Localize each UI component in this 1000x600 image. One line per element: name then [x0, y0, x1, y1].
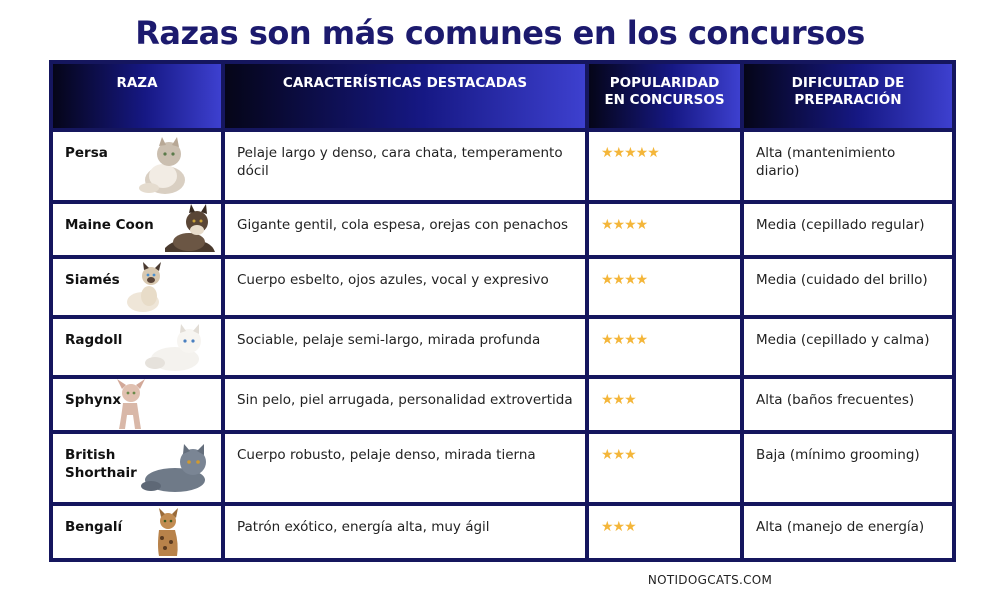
header-popularity: POPULARIDAD EN CONCURSOS — [589, 64, 740, 128]
header-breed: RAZA — [53, 64, 221, 128]
star-rating-icon: ★★★★ — [601, 217, 648, 233]
persian-cat-photo — [139, 137, 185, 194]
table-row-features: Cuerpo robusto, pelaje denso, mirada tie… — [225, 434, 585, 502]
table-row-features: Sociable, pelaje semi-largo, mirada prof… — [225, 319, 585, 375]
breeds-table: RAZA CARACTERÍSTICAS DESTACADAS POPULARI… — [49, 60, 956, 562]
ragdoll-cat-photo — [145, 324, 201, 371]
table-row-breed: Ragdoll — [53, 319, 221, 375]
page-title: Razas son más comunes en los concursos — [135, 14, 865, 52]
table-row-breed: Sphynx — [53, 379, 221, 430]
star-rating-icon: ★★★★ — [601, 332, 648, 348]
star-rating-icon: ★★★★★ — [601, 145, 660, 161]
table-row-features: Patrón exótico, energía alta, muy ágil — [225, 506, 585, 558]
table-row-difficulty: Alta (mantenimiento diario) — [744, 132, 952, 200]
table-row-breed: British Shorthair — [53, 434, 221, 502]
table-row-popularity: ★★★ — [589, 434, 740, 502]
star-rating-icon: ★★★ — [601, 519, 637, 535]
table-row-features: Gigante gentil, cola espesa, orejas con … — [225, 204, 585, 255]
breed-name: Ragdoll — [65, 332, 123, 348]
header-features: CARACTERÍSTICAS DESTACADAS — [225, 64, 585, 128]
star-rating-icon: ★★★★ — [601, 272, 648, 288]
table-row-breed: Maine Coon — [53, 204, 221, 255]
table-row-difficulty: Alta (manejo de energía) — [744, 506, 952, 558]
table-row-features: Cuerpo esbelto, ojos azules, vocal y exp… — [225, 259, 585, 315]
header-difficulty: DIFICULTAD DE PREPARACIÓN — [744, 64, 952, 128]
table-row-difficulty: Media (cuidado del brillo) — [744, 259, 952, 315]
table-row-difficulty: Media (cepillado regular) — [744, 204, 952, 255]
table-row-breed: Bengalí — [53, 506, 221, 558]
sphynx-cat-photo — [117, 379, 145, 429]
footer-site-link[interactable]: NOTIDOGCATS.COM — [647, 573, 773, 587]
table-row-popularity: ★★★★★ — [589, 132, 740, 200]
siamese-cat-photo — [127, 262, 161, 312]
table-row-difficulty: Alta (baños frecuentes) — [744, 379, 952, 430]
table-row-popularity: ★★★ — [589, 506, 740, 558]
table-row-breed: Siamés — [53, 259, 221, 315]
breed-name: Bengalí — [65, 519, 123, 535]
breed-name: Siamés — [65, 272, 120, 288]
table-row-breed: Persa — [53, 132, 221, 200]
table-row-features: Sin pelo, piel arrugada, personalidad ex… — [225, 379, 585, 430]
table-row-difficulty: Media (cepillado y calma) — [744, 319, 952, 375]
star-rating-icon: ★★★ — [601, 392, 637, 408]
table-row-popularity: ★★★ — [589, 379, 740, 430]
maine-coon-cat-photo — [165, 204, 215, 252]
table-row-popularity: ★★★★ — [589, 319, 740, 375]
table-row-features: Pelaje largo y denso, cara chata, temper… — [225, 132, 585, 200]
breed-name: British Shorthair — [65, 447, 137, 481]
breed-name: Sphynx — [65, 392, 122, 408]
star-rating-icon: ★★★ — [601, 447, 637, 463]
bengal-cat-photo — [158, 508, 178, 556]
table-row-difficulty: Baja (mínimo grooming) — [744, 434, 952, 502]
breed-name: Maine Coon — [65, 217, 154, 233]
breed-name: Persa — [65, 145, 108, 161]
table-row-popularity: ★★★★ — [589, 204, 740, 255]
british-shorthair-cat-photo — [141, 444, 206, 492]
table-row-popularity: ★★★★ — [589, 259, 740, 315]
